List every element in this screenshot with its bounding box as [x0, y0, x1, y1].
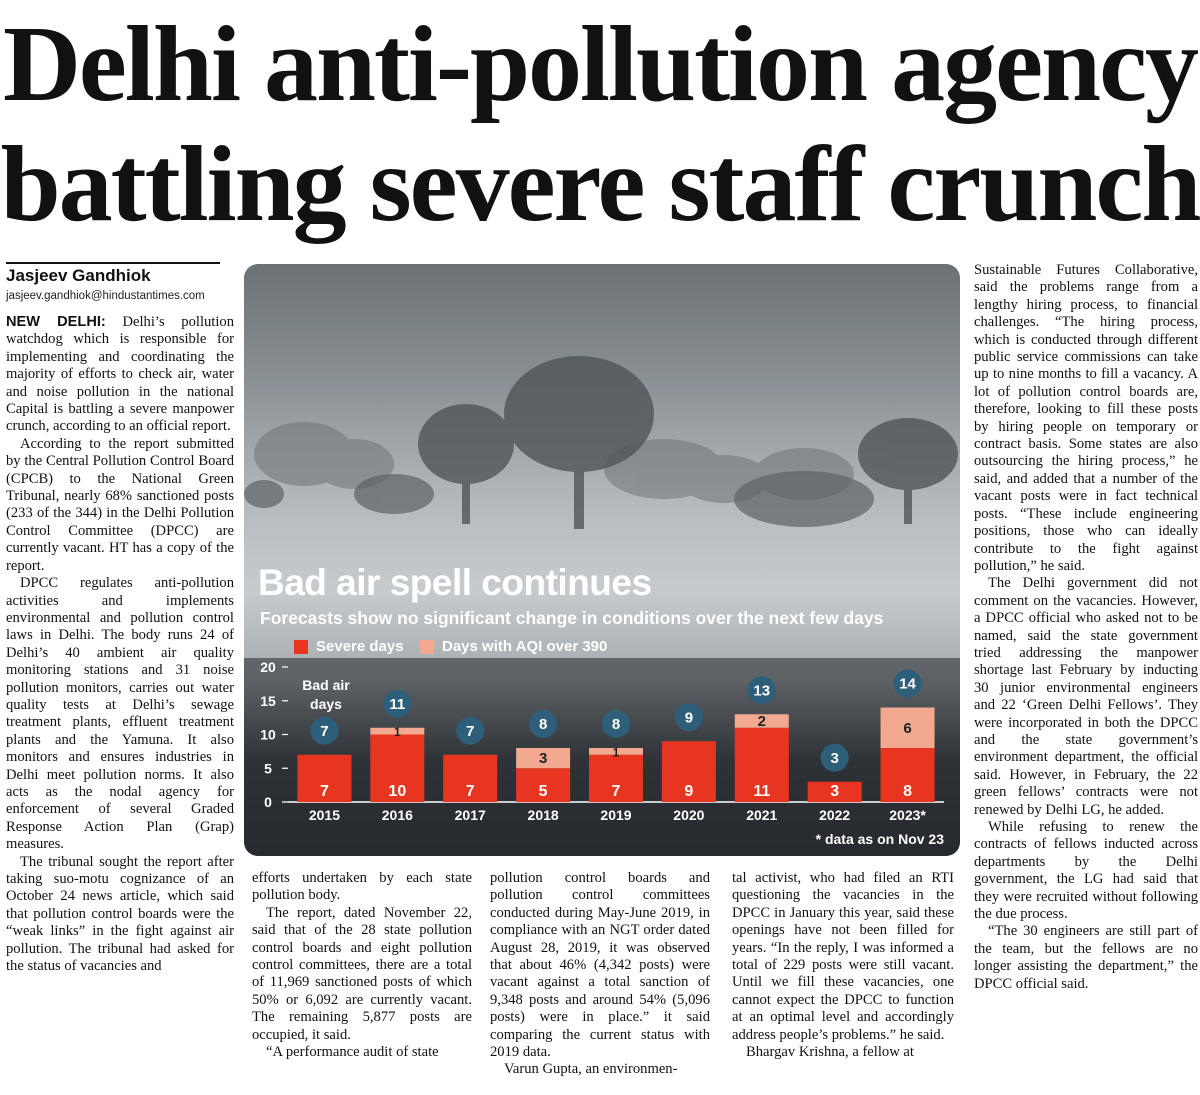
legend-label-severe: Severe days: [316, 638, 404, 655]
y-tick-label: 15: [260, 693, 276, 709]
legend-swatch-severe: [294, 639, 308, 654]
paragraph: While refusing to renew the contracts of…: [974, 819, 1198, 923]
paragraph: DPCC regulates anti-pollution activities…: [6, 575, 234, 853]
paragraph-text: Delhi’s pollution watchdog which is resp…: [6, 314, 235, 435]
data-label-severe: 7: [612, 783, 621, 800]
bar-aqi390: [370, 727, 425, 735]
bar-aqi390: [734, 714, 789, 728]
paragraph: efforts undertaken by each state polluti…: [252, 870, 472, 904]
paragraph: The Delhi government did not comment on …: [974, 575, 1198, 818]
total-label: 13: [753, 682, 770, 699]
article-column-1: NEW DELHI: Delhi’s pollution watchdog wh…: [6, 314, 234, 975]
total-label: 3: [830, 750, 838, 767]
headline-line-1: Delhi anti-pollution agency: [2, 5, 1199, 124]
legend-severe: Severe days: [294, 638, 404, 655]
data-label-severe: 5: [539, 783, 548, 800]
bar-severe: [807, 781, 862, 802]
data-label-aqi390: 2: [758, 713, 766, 730]
x-tick-label: 2018: [528, 807, 559, 823]
total-label: 9: [685, 709, 693, 726]
x-tick-label: 2015: [309, 807, 340, 823]
total-bubble: [747, 676, 776, 705]
total-bubble: [456, 716, 485, 745]
y-tick-label: 0: [264, 794, 272, 810]
total-bubble: [310, 716, 339, 745]
bar-severe: [880, 748, 935, 802]
total-bubble: [529, 710, 558, 738]
data-label-severe: 7: [466, 783, 475, 800]
x-tick-label: 2020: [673, 807, 704, 823]
data-label-severe: 8: [903, 783, 912, 800]
legend-label-aqi390: Days with AQI over 390: [442, 638, 608, 655]
data-label-aqi390: 6: [903, 720, 911, 737]
x-tick-label: 2021: [746, 807, 777, 823]
bar-severe: [370, 734, 425, 802]
lead-paragraph: NEW DELHI: Delhi’s pollution watchdog wh…: [6, 314, 234, 436]
x-tick-label: 2019: [600, 807, 631, 823]
bar-severe: [734, 727, 789, 802]
paragraph: The tribunal sought the report after tak…: [6, 853, 234, 975]
bar-severe: [589, 754, 643, 802]
article-column-4: tal activist, who had filed an RTI quest…: [732, 870, 954, 1061]
legend-aqi390: Days with AQI over 390: [420, 638, 607, 655]
paragraph: Bhargav Krishna, a fellow at: [746, 1044, 914, 1061]
paragraph: The report, dated November 22, said that…: [252, 904, 472, 1043]
total-bubble: [383, 689, 412, 718]
legend-swatch-aqi390: [420, 639, 434, 654]
article-column-2: efforts undertaken by each state polluti…: [252, 870, 472, 1061]
chart-title: Bad air spell continues: [258, 562, 652, 603]
y-tick-label: 10: [260, 727, 276, 743]
total-label: 8: [539, 716, 547, 733]
total-bubble: [602, 710, 630, 738]
article-column-5: Sustainable Futures Collaborative, said …: [974, 262, 1198, 993]
bar-aqi390: [516, 748, 571, 769]
bar-severe: [297, 754, 352, 802]
data-label-aqi390: 1: [613, 745, 620, 759]
paragraph: “A performance audit of state: [266, 1044, 439, 1061]
article-column-3: pollution control boards and pollution c…: [490, 870, 710, 1079]
x-tick-label: 2017: [455, 807, 486, 823]
byline-email: jasjeev.gandhiok@hindustantimes.com: [6, 290, 205, 302]
total-label: 8: [612, 716, 620, 733]
total-bubble: [674, 703, 703, 732]
chart-subtitle: Forecasts show no significant change in …: [260, 608, 884, 628]
chart-footnote: * data as on Nov 23: [816, 831, 945, 847]
bar-aqi390: [589, 748, 643, 755]
paragraph: Varun Gupta, an environmen-: [504, 1061, 678, 1078]
y-tick-label: 5: [264, 760, 272, 776]
data-label-aqi390: 3: [539, 750, 547, 767]
total-label: 7: [320, 723, 328, 740]
headline-line-2: battling severe staff crunch: [0, 125, 1200, 244]
byline-author: Jasjeev Gandhiok: [6, 262, 220, 286]
paragraph: pollution control boards and pollution c…: [490, 870, 710, 1061]
paragraph: According to the report submitted by the…: [6, 435, 234, 574]
x-tick-label: 2023*: [889, 807, 926, 823]
bar-severe: [661, 741, 716, 802]
bar-aqi390: [880, 707, 935, 748]
total-label: 11: [389, 696, 405, 713]
infographic: 0 5 10 15 20 Bad air days 7 7 2015 10 1 11 2016 7 7 2017…: [244, 264, 960, 856]
data-label-severe: 11: [753, 783, 770, 800]
data-label-severe: 10: [388, 783, 406, 800]
total-bubble: [820, 743, 849, 772]
x-tick-label: 2016: [382, 807, 413, 823]
y-tick-label: 20: [260, 659, 276, 675]
bar-severe: [443, 754, 498, 802]
dateline: NEW DELHI:: [6, 314, 106, 330]
paragraph: Sustainable Futures Collaborative, said …: [974, 262, 1198, 574]
x-tick-label: 2022: [819, 807, 850, 823]
total-label: 7: [466, 723, 474, 740]
data-label-severe: 7: [320, 783, 329, 800]
y-axis-label: Bad air: [302, 677, 350, 693]
data-label-severe: 9: [684, 783, 693, 800]
data-label-aqi390: 1: [394, 725, 401, 739]
total-label: 14: [899, 676, 916, 693]
paragraph: “The 30 engineers are still part of the …: [974, 923, 1198, 992]
y-axis-label: days: [310, 696, 342, 712]
paragraph: tal activist, who had filed an RTI quest…: [732, 870, 954, 1043]
bar-severe: [516, 768, 571, 802]
total-bubble: [893, 669, 922, 698]
data-label-severe: 3: [830, 783, 839, 800]
